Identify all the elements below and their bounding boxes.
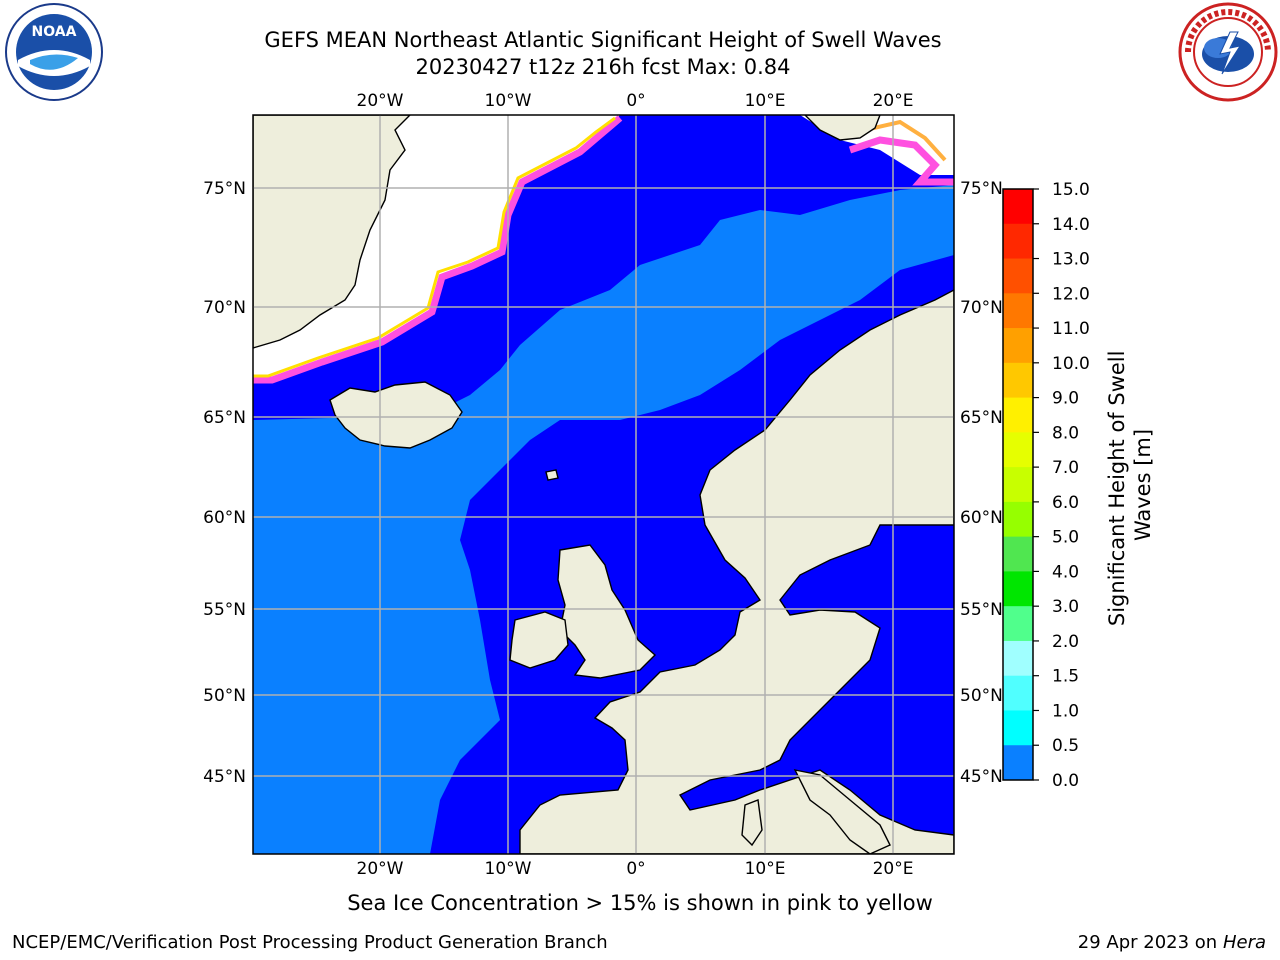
colorbar-segment — [1003, 536, 1033, 572]
colorbar-segment — [1003, 571, 1033, 607]
noaa-logo-icon: NOAA — [5, 3, 103, 101]
land-faroe — [545, 469, 559, 481]
colorbar-segment — [1003, 501, 1033, 538]
land-ireland — [509, 611, 569, 669]
colorbar-tick-label: 4.0 — [1052, 562, 1079, 582]
land-svalbard — [804, 115, 881, 141]
colorbar-tick-label: 0.5 — [1052, 736, 1079, 756]
ice-edge-ne-yellow — [864, 119, 947, 162]
lon-tick-top: 0° — [626, 91, 645, 111]
colorbar-label: Significant Height of Swell Waves [m] — [1105, 344, 1155, 626]
lat-tick-left: 60°N — [203, 508, 246, 528]
lon-tick-bottom: 20°E — [873, 859, 914, 879]
colorbar-tick-label: 10.0 — [1052, 354, 1090, 374]
lat-tick-left: 50°N — [203, 686, 246, 706]
colorbar-segment — [1003, 328, 1033, 364]
noaa-logo-text: NOAA — [32, 24, 77, 40]
colorbar-segment — [1003, 606, 1033, 642]
colorbar-ticks: 15.0 14.0 13.0 12.0 11.0 10.0 9.0 8.0 7.0 6.0 5.0 4… — [1033, 180, 1090, 791]
ice-edge-yellow — [253, 116, 616, 378]
colorbar-tick-label: 1.0 — [1052, 701, 1079, 721]
colorbar-tick-label: 5.0 — [1052, 528, 1079, 548]
lon-tick-bottom: 0° — [626, 859, 645, 879]
ocean-low-region — [253, 115, 954, 420]
map-frame — [252, 114, 955, 855]
colorbar-segment — [1003, 675, 1033, 711]
lat-tick-right: 55°N — [960, 600, 1003, 620]
lon-tick-top: 20°E — [873, 91, 914, 111]
colorbar-segment — [1003, 432, 1033, 468]
colorbar-tick-label: 14.0 — [1052, 215, 1090, 235]
lat-tick-left: 65°N — [203, 408, 246, 428]
sea-ice-note: Sea Ice Concentration > 15% is shown in … — [347, 891, 933, 915]
colorbar-segment — [1003, 745, 1033, 781]
colorbar-tick-label: 13.0 — [1052, 250, 1090, 270]
lon-tick-top: 10°W — [485, 91, 532, 111]
colorbar-tick-label: 15.0 — [1052, 180, 1090, 200]
land-europe — [519, 289, 954, 854]
lat-tick-left: 70°N — [203, 298, 246, 318]
colorbar-segment — [1003, 710, 1033, 746]
colorbar-tick-label: 8.0 — [1052, 423, 1079, 443]
chart-title: GEFS MEAN Northeast Atlantic Significant… — [264, 28, 942, 52]
colorbar-segment — [1003, 397, 1033, 433]
colorbar-segment — [1003, 362, 1033, 399]
chart-subtitle: 20230427 t12z 216h fcst Max: 0.84 — [415, 55, 791, 79]
colorbar-segment — [1003, 223, 1033, 260]
lat-tick-left: 45°N — [203, 767, 246, 787]
colorbar-tick-label: 11.0 — [1052, 319, 1090, 339]
colorbar-tick-label: 3.0 — [1052, 597, 1079, 617]
lat-tick-right: 65°N — [960, 408, 1003, 428]
lon-tick-top: 10°E — [745, 91, 786, 111]
colorbar-tick-label: 7.0 — [1052, 458, 1079, 478]
lat-tick-right: 60°N — [960, 508, 1003, 528]
ice-edge-ne — [848, 136, 954, 186]
colorbar-tick-label: 2.0 — [1052, 632, 1079, 652]
colorbar-segment — [1003, 640, 1033, 677]
lat-tick-left: 75°N — [203, 179, 246, 199]
colorbar — [1002, 188, 1034, 781]
date-text: 29 Apr 2023 on — [1077, 932, 1218, 953]
lon-tick-bottom: 20°W — [357, 859, 404, 879]
land-italy — [793, 769, 891, 854]
colorbar-segment — [1003, 258, 1033, 294]
lon-tick-bottom: 10°W — [485, 859, 532, 879]
credit-text: NCEP/EMC/Verification Post Processing Pr… — [12, 932, 608, 953]
lat-tick-right: 70°N — [960, 298, 1003, 318]
colorbar-segment — [1003, 189, 1033, 225]
colorbar-tick-label: 12.0 — [1052, 284, 1090, 304]
lon-ticks: 20°W 10°W 0° 10°E 20°E 20°W 10°W 0° 10°E… — [357, 91, 914, 879]
colorbar-segment — [1003, 293, 1033, 329]
ice-edge-pink — [253, 115, 623, 384]
map-plot-area — [253, 115, 954, 854]
lat-tick-left: 55°N — [203, 600, 246, 620]
lat-tick-right: 75°N — [960, 179, 1003, 199]
land-sardinia — [741, 799, 763, 847]
land-greenland — [253, 115, 411, 349]
lon-tick-top: 20°W — [357, 91, 404, 111]
lat-tick-right: 50°N — [960, 686, 1003, 706]
lat-tick-right: 45°N — [960, 767, 1003, 787]
colorbar-tick-label: 6.0 — [1052, 493, 1079, 513]
lat-ticks: 75°N 70°N 65°N 60°N 55°N 50°N 45°N 75°N … — [203, 179, 1003, 787]
colorbar-tick-label: 9.0 — [1052, 389, 1079, 409]
nws-logo-icon — [1178, 2, 1278, 102]
colorbar-segment — [1003, 467, 1033, 503]
date-stamp: 29 Apr 2023 on Hera — [1078, 932, 1266, 953]
colorbar-tick-label: 1.5 — [1052, 667, 1079, 687]
colorbar-frame — [1002, 188, 1034, 781]
colorbar-tick-label: 0.0 — [1052, 771, 1079, 791]
lon-tick-bottom: 10°E — [745, 859, 786, 879]
map-gridlines — [253, 115, 954, 854]
host-name: Hera — [1222, 932, 1266, 953]
land-great-britain — [557, 544, 657, 679]
land-iceland — [329, 381, 463, 449]
land-masses — [253, 115, 954, 854]
